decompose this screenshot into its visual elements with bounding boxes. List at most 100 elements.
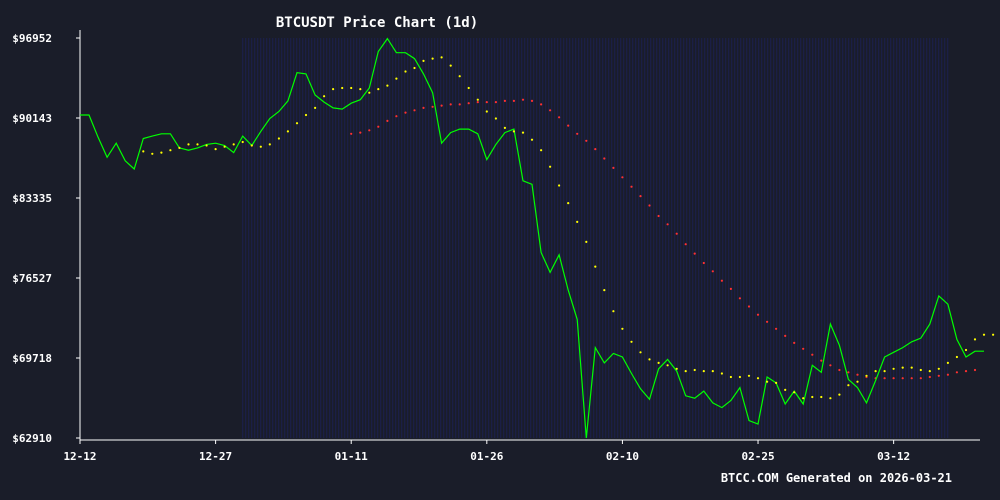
ma-long-point (784, 334, 787, 337)
ma-long-point (847, 371, 850, 374)
ma-short-point (784, 388, 787, 391)
ma-short-point (603, 289, 606, 292)
ma-short-point (955, 355, 959, 359)
ma-long-point (684, 243, 687, 246)
ma-short-point (910, 366, 913, 369)
ma-long-point (747, 305, 751, 308)
ma-short-point (675, 367, 678, 370)
ma-long-point (693, 252, 696, 255)
ma-short-point (892, 367, 895, 370)
ma-short-point (937, 367, 940, 370)
ma-long-point (540, 103, 543, 106)
ma-long-point (558, 116, 561, 119)
ma-short-point (766, 380, 769, 383)
ma-short-point (811, 395, 814, 399)
ma-long-point (594, 148, 597, 151)
price-line (80, 37, 984, 439)
ma-short-point (304, 113, 308, 117)
ma-short-point (404, 70, 407, 73)
ma-long-point (675, 232, 678, 235)
ma-short-point (747, 374, 751, 377)
ma-short-point (196, 143, 199, 146)
ma-short-point (530, 138, 534, 141)
ma-short-point (874, 370, 877, 373)
x-tick-label: 12-27 (199, 450, 232, 463)
ma-short-point (286, 130, 289, 133)
ma-long-point (946, 373, 950, 376)
ma-long-point (458, 103, 461, 106)
ma-short-point (241, 140, 244, 144)
ma-short-point (377, 88, 380, 91)
ma-long-point (955, 371, 959, 374)
ma-long-point (937, 374, 940, 377)
ma-short-point (621, 327, 624, 330)
x-tick-label: 12-12 (63, 450, 96, 463)
x-tick-label: 01-26 (470, 450, 503, 463)
ma-long-point (567, 124, 570, 127)
ma-short-point (756, 377, 760, 380)
ma-short-point (259, 145, 262, 148)
ma-long-point (964, 370, 968, 373)
ma-short-point (820, 395, 823, 399)
ma-long-point (756, 313, 760, 316)
ma-long-point (720, 279, 724, 282)
y-tick-label: $69718 (12, 352, 52, 365)
ma-long-point (386, 119, 389, 122)
ma-long-point (368, 129, 371, 132)
ma-short-point (982, 333, 986, 336)
ma-short-point (368, 91, 371, 94)
ma-short-point (295, 122, 299, 125)
ma-short-point (738, 375, 742, 379)
ma-long-point (901, 377, 904, 380)
ma-short-point (232, 143, 235, 146)
ma-long-point (775, 327, 778, 330)
x-tick-label: 01-11 (335, 450, 368, 463)
ma-long-point (729, 287, 733, 290)
y-tick-label: $62910 (12, 432, 52, 445)
ma-short-point (720, 372, 724, 375)
ma-long-series (350, 98, 977, 380)
ma-long-point (910, 377, 913, 380)
ma-short-point (793, 391, 796, 394)
ma-long-point (530, 99, 534, 102)
ma-short-point (865, 374, 868, 377)
chart-title: BTCUSDT Price Chart (1d) (276, 15, 478, 31)
ma-short-point (223, 145, 226, 148)
ma-short-point (341, 86, 344, 90)
ma-short-point (151, 152, 154, 155)
ma-short-point (802, 397, 805, 400)
ma-short-point (142, 150, 145, 153)
ma-long-point (829, 364, 832, 367)
ma-long-point (449, 103, 452, 106)
ma-short-point (630, 340, 633, 343)
ma-short-point (512, 130, 516, 133)
ma-short-point (250, 144, 253, 147)
ma-short-point (386, 84, 389, 87)
ma-short-point (476, 98, 479, 101)
ma-long-point (467, 102, 470, 105)
ma-short-point (160, 151, 163, 154)
ma-short-point (729, 375, 733, 379)
ma-short-point (268, 143, 271, 146)
ma-short-point (458, 75, 461, 78)
ma-short-point (612, 310, 615, 313)
ma-short-series (142, 56, 995, 400)
ma-long-point (711, 270, 714, 273)
ma-long-point (359, 131, 362, 134)
x-tick-label: 03-12 (877, 450, 910, 463)
ma-short-point (440, 56, 443, 59)
ma-short-point (521, 131, 525, 134)
ma-short-point (205, 144, 208, 147)
ma-long-point (883, 377, 886, 380)
ma-short-point (503, 126, 506, 129)
ma-long-point (512, 99, 516, 102)
price-series (80, 37, 984, 439)
ma-long-point (738, 297, 742, 300)
ma-short-point (847, 384, 850, 387)
ma-short-point (567, 202, 570, 205)
ma-short-point (585, 240, 588, 243)
ma-short-point (657, 361, 660, 364)
ma-long-point (630, 185, 633, 188)
ma-short-point (540, 149, 543, 152)
